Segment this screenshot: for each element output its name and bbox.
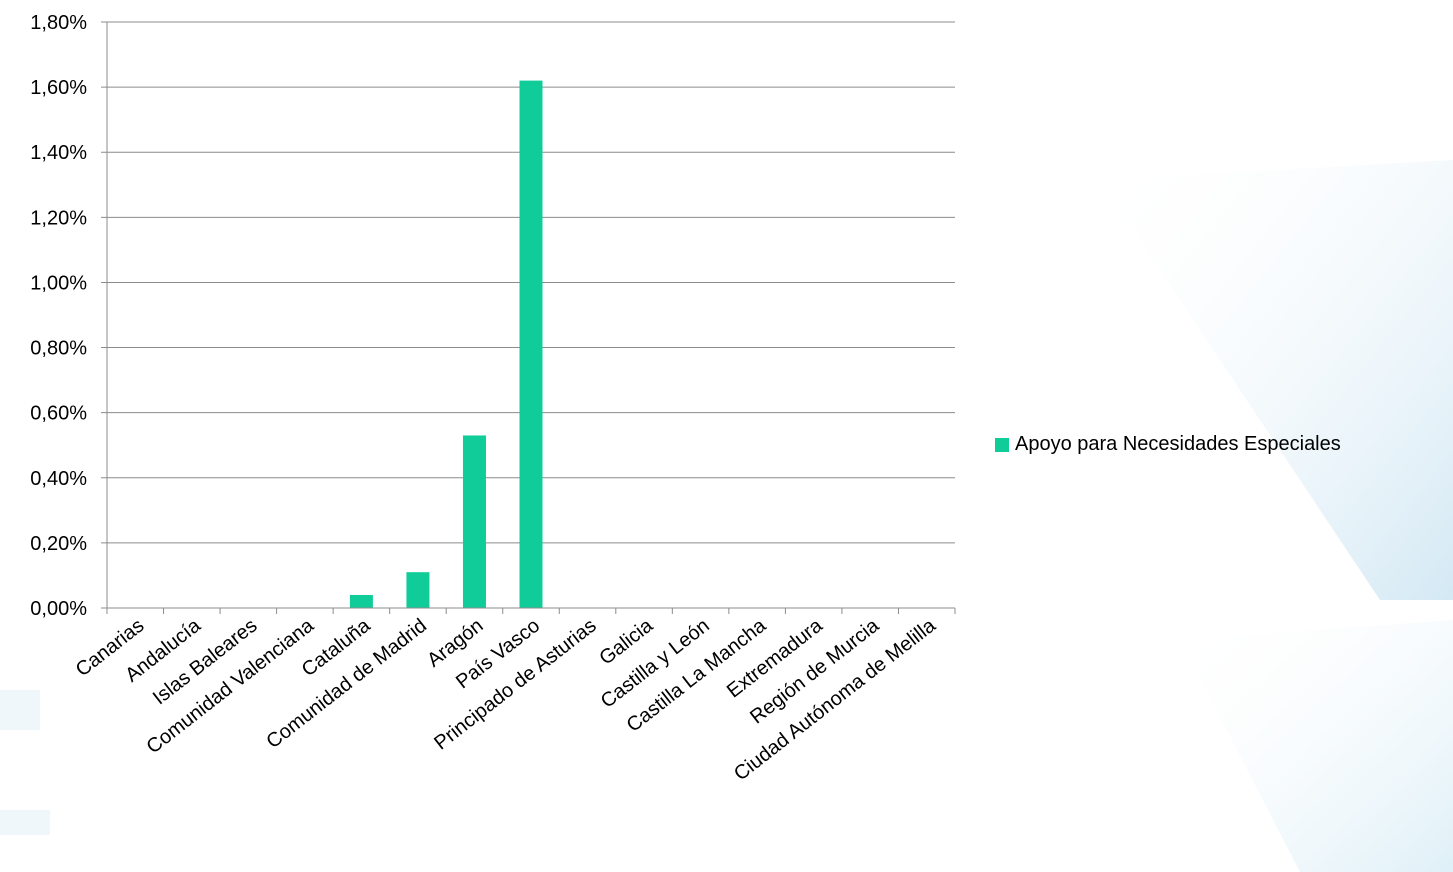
y-tick-label: 1,60% [30,77,87,99]
y-tick-label: 0,00% [30,598,87,620]
y-tick-label: 0,40% [30,468,87,490]
legend-swatch [995,437,1009,452]
y-tick-label: 1,80% [30,12,87,34]
y-tick-label: 1,20% [30,207,87,229]
bar-catalu-a [349,594,373,608]
bar-comunidad-de-madrid [406,572,430,608]
legend-label: Apoyo para Necesidades Especiales [1015,433,1341,455]
y-tick-label: 0,80% [30,338,87,360]
y-tick-label: 1,40% [30,142,87,164]
y-tick-label: 1,00% [30,272,87,294]
bar-pa-s-vasco [519,80,543,609]
y-tick-label: 0,20% [30,533,87,555]
bars [349,80,543,609]
axes [106,22,956,614]
legend: Apoyo para Necesidades Especiales [995,433,1341,456]
y-tick-label: 0,60% [30,403,87,425]
bar-arag-n [462,435,486,608]
y-axis-tick-labels: 0,00% 0,20% 0,40% 0,60% 0,80% 1,00% 1,20% 1,40%… [30,12,87,620]
